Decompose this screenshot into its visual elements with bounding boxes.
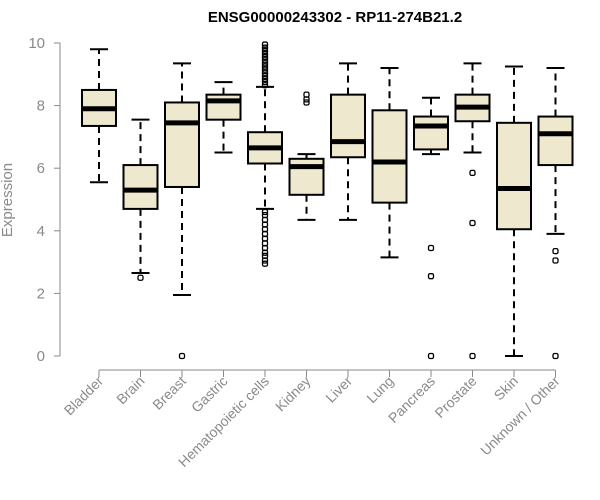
y-axis: 0 2 4 6 8 10: [28, 35, 61, 365]
outlier-point: [303, 99, 310, 106]
outlier-point: [427, 352, 435, 360]
x-tick-label: Prostate: [431, 373, 479, 421]
x-tick-label: Liver: [322, 373, 355, 406]
box-unknown-other: [537, 67, 574, 360]
box-skin: [496, 65, 532, 357]
outlier-point: [261, 208, 269, 216]
boxes-group: [81, 41, 574, 360]
outlier-point: [261, 72, 269, 80]
x-tick-label: Brain: [113, 373, 147, 407]
y-tick-label: 0: [37, 348, 45, 365]
box-brain: [122, 118, 159, 281]
outlier-point: [261, 63, 269, 70]
outlier-point: [137, 274, 144, 281]
outlier-point: [552, 247, 559, 255]
chart-title: ENSG00000243302 - RP11-274B21.2: [208, 9, 462, 26]
iqr-box: [371, 109, 408, 204]
box-breast: [164, 62, 200, 360]
outlier-point: [261, 66, 269, 73]
outlier-point: [261, 69, 269, 76]
outlier-point: [261, 53, 269, 61]
x-tick-label: Bladder: [61, 373, 107, 419]
outlier-point: [261, 75, 269, 83]
iqr-box: [537, 115, 574, 167]
outlier-point: [261, 82, 269, 89]
outlier-point: [261, 211, 269, 219]
box-pancreas: [413, 96, 449, 360]
outlier-point: [552, 352, 559, 360]
y-tick-label: 10: [28, 35, 45, 52]
x-tick-label: Kidney: [272, 373, 314, 415]
outlier-point: [469, 169, 476, 177]
box-lung: [371, 67, 408, 259]
outlier-point: [261, 60, 269, 67]
box-gastric: [205, 81, 242, 154]
outlier-point: [261, 41, 269, 48]
iqr-box: [205, 93, 242, 121]
outlier-point: [427, 273, 435, 280]
x-tick-label: Unknown / Other: [477, 373, 563, 459]
box-prostate: [454, 62, 491, 360]
iqr-box: [330, 93, 366, 159]
outlier-point: [303, 91, 310, 98]
outlier-point: [427, 244, 435, 252]
y-tick-label: 6: [37, 160, 45, 177]
outlier-point: [261, 252, 269, 259]
outlier-point: [469, 219, 476, 227]
outlier-point: [552, 257, 559, 264]
outlier-point: [261, 50, 269, 58]
iqr-box: [413, 115, 449, 151]
x-tick-label: Lung: [363, 373, 396, 406]
x-tick-label: Skin: [491, 373, 522, 404]
box-kidney: [288, 91, 325, 221]
box-hematopoietic-cells: [247, 41, 283, 267]
outlier-point: [261, 78, 269, 86]
x-tick-label: Breast: [149, 373, 189, 413]
outlier-point: [261, 47, 269, 54]
y-tick-label: 4: [37, 223, 45, 240]
iqr-box: [496, 121, 532, 231]
box-bladder: [81, 48, 117, 184]
box-liver: [330, 62, 366, 221]
outlier-point: [261, 57, 269, 64]
outlier-point: [261, 44, 269, 51]
y-axis-label: Expression: [0, 163, 16, 237]
iqr-box: [164, 101, 200, 188]
outlier-point: [178, 352, 186, 360]
iqr-box: [122, 164, 159, 210]
y-tick-label: 8: [37, 98, 45, 115]
y-tick-label: 2: [37, 285, 45, 302]
outlier-point: [261, 260, 269, 267]
outlier-point: [469, 352, 476, 360]
